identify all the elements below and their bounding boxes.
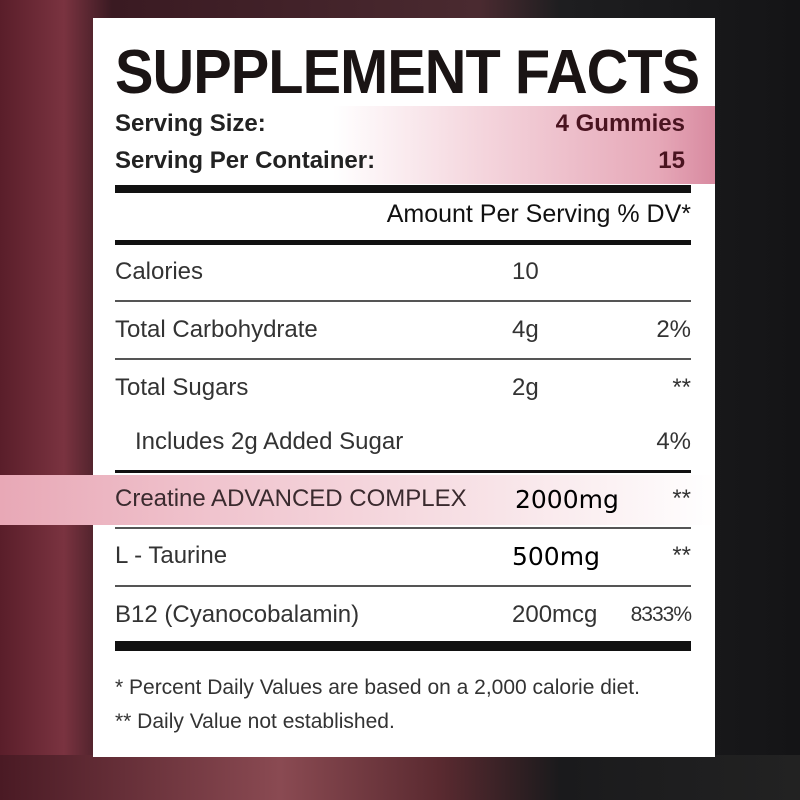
background (0, 755, 800, 800)
divider (115, 300, 691, 302)
amount: 2000mg (515, 485, 619, 514)
nutrient-name: Creatine ADVANCED COMPLEX (115, 485, 467, 512)
label: Serving Per Container: (115, 147, 376, 174)
daily-value: ** (672, 542, 691, 569)
amount: 10 (512, 258, 539, 285)
nutrient-name: Total Sugars (115, 374, 249, 401)
daily-value: 2% (656, 316, 691, 343)
divider (115, 240, 691, 245)
row-sugars: Total Sugars 2g ** (115, 374, 691, 404)
divider (115, 585, 691, 587)
nutrient-name: Includes 2g Added Sugar (135, 428, 404, 455)
serving-size: Serving Size: 4 Gummies (115, 110, 685, 138)
supplement-facts-panel: SUPPLEMENT FACTS Serving Size: 4 Gummies… (0, 18, 715, 757)
divider (115, 185, 691, 193)
row-creatine: Creatine ADVANCED COMPLEX 2000mg ** (115, 485, 691, 515)
row-added-sugar: Includes 2g Added Sugar 4% (115, 428, 691, 458)
amount: 200mcg (512, 601, 598, 628)
amount-header: Amount Per Serving % DV* (386, 200, 691, 228)
daily-value: 4% (656, 428, 691, 455)
divider (115, 358, 691, 360)
row-carbohydrate: Total Carbohydrate 4g 2% (115, 316, 691, 346)
daily-value: ** (672, 374, 691, 401)
divider (115, 470, 691, 473)
divider (115, 527, 691, 529)
label: Serving Size: (115, 110, 266, 137)
amount: 500mg (512, 542, 600, 571)
nutrient-name: Calories (115, 258, 204, 285)
divider (115, 641, 691, 651)
row-b12: B12 (Cyanocobalamin) 200mcg 8333% (115, 601, 692, 631)
nutrient-name: B12 (Cyanocobalamin) (115, 601, 360, 628)
servings-per-container: Serving Per Container: 15 (115, 147, 685, 175)
row-taurine: L - Taurine 500mg ** (115, 542, 691, 572)
row-calories: Calories 10 (115, 258, 691, 288)
amount: 2g (512, 374, 539, 401)
nutrient-name: L - Taurine (115, 542, 228, 569)
footnote-not-established: ** Daily Value not established. (115, 710, 395, 733)
daily-value: 8333% (630, 603, 692, 626)
footnote-dv: * Percent Daily Values are based on a 2,… (115, 676, 640, 699)
daily-value: ** (672, 485, 691, 512)
creatine-highlight (0, 475, 715, 525)
value: 15 (658, 147, 685, 174)
nutrient-name: Total Carbohydrate (115, 316, 318, 343)
title: SUPPLEMENT FACTS (115, 38, 700, 107)
serving-highlight (333, 106, 715, 184)
amount: 4g (512, 316, 539, 343)
value: 4 Gummies (555, 110, 685, 137)
